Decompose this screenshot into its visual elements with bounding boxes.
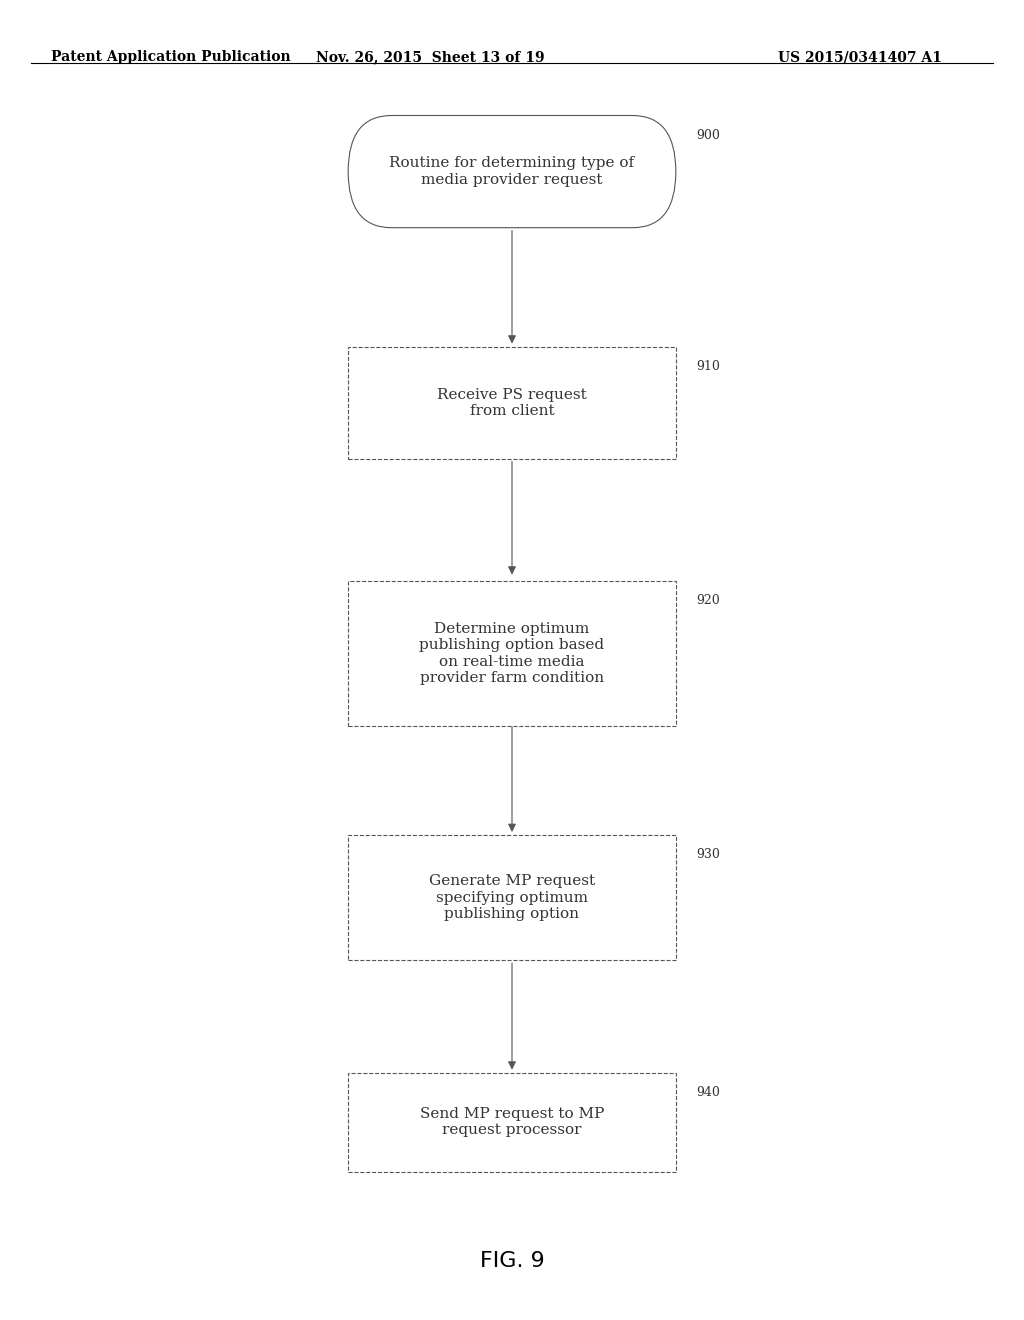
FancyBboxPatch shape xyxy=(348,116,676,227)
Text: 900: 900 xyxy=(696,129,720,141)
Text: Generate MP request
specifying optimum
publishing option: Generate MP request specifying optimum p… xyxy=(429,874,595,921)
Text: Send MP request to MP
request processor: Send MP request to MP request processor xyxy=(420,1107,604,1137)
Text: Routine for determining type of
media provider request: Routine for determining type of media pr… xyxy=(389,157,635,186)
Text: 920: 920 xyxy=(696,594,720,607)
Text: 930: 930 xyxy=(696,849,720,861)
Text: Nov. 26, 2015  Sheet 13 of 19: Nov. 26, 2015 Sheet 13 of 19 xyxy=(315,50,545,65)
FancyBboxPatch shape xyxy=(348,834,676,961)
FancyBboxPatch shape xyxy=(348,581,676,726)
Text: US 2015/0341407 A1: US 2015/0341407 A1 xyxy=(778,50,942,65)
FancyBboxPatch shape xyxy=(348,347,676,459)
Text: Determine optimum
publishing option based
on real-time media
provider farm condi: Determine optimum publishing option base… xyxy=(420,622,604,685)
Text: 910: 910 xyxy=(696,360,720,372)
FancyBboxPatch shape xyxy=(348,1072,676,1172)
Text: 940: 940 xyxy=(696,1085,720,1098)
Text: Patent Application Publication: Patent Application Publication xyxy=(51,50,291,65)
Text: FIG. 9: FIG. 9 xyxy=(479,1250,545,1271)
Text: Receive PS request
from client: Receive PS request from client xyxy=(437,388,587,417)
